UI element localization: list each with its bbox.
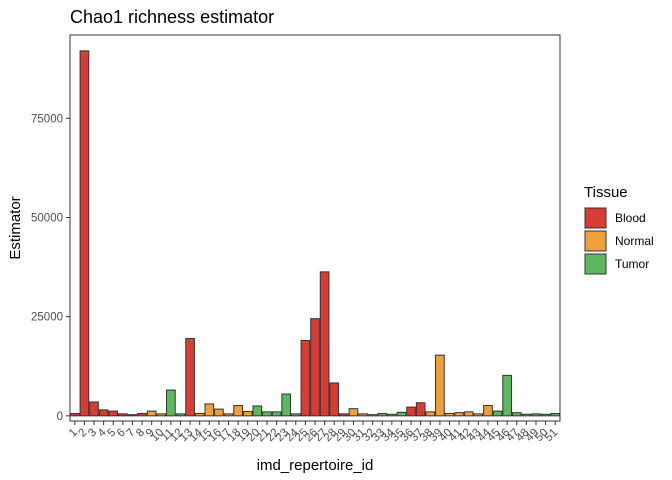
bar-39 — [435, 354, 445, 417]
bar-32 — [367, 414, 378, 417]
bar-20 — [252, 405, 263, 417]
bar-48 — [521, 413, 532, 417]
bar-24 — [290, 413, 301, 417]
bar-51 — [550, 412, 561, 417]
bar-18 — [233, 405, 243, 417]
y-tick-label: 25000 — [31, 312, 63, 324]
y-tick-label: 75000 — [31, 113, 63, 125]
bar-46 — [502, 374, 512, 417]
bar-22 — [271, 411, 282, 417]
bars — [69, 50, 561, 417]
legend: Tissue Blood Normal Tumor — [584, 184, 654, 275]
bar-11 — [166, 389, 176, 417]
bar-49 — [531, 413, 541, 417]
bar-42 — [463, 411, 474, 417]
bar-5 — [108, 410, 119, 417]
bar-27 — [319, 271, 330, 417]
bar-41 — [454, 412, 464, 417]
bar-44 — [483, 405, 493, 417]
x-axis: 1234567891011121314151617181920212223242… — [67, 421, 560, 444]
bar-2 — [79, 50, 90, 417]
legend-key-normal — [584, 230, 607, 252]
bar-9 — [146, 410, 157, 417]
legend-title: Tissue — [584, 184, 628, 201]
legend-label-tumor: Tumor — [615, 257, 649, 271]
x-tick-label: 51 — [543, 427, 561, 445]
bar-23 — [281, 393, 292, 417]
bar-14 — [194, 412, 205, 417]
bar-25 — [300, 339, 311, 417]
bar-43 — [473, 413, 484, 417]
bar-16 — [214, 408, 224, 417]
bar-31 — [358, 413, 368, 417]
bar-26 — [310, 318, 320, 417]
bar-4 — [98, 409, 109, 417]
bar-47 — [511, 412, 522, 417]
y-axis: 0 25000 50000 75000 — [31, 113, 70, 423]
bar-45 — [492, 410, 503, 417]
bar-17 — [223, 413, 234, 417]
bar-29 — [339, 413, 349, 417]
bar-12 — [175, 413, 186, 417]
x-axis-title: imd_repertoire_id — [257, 457, 374, 474]
bar-15 — [204, 403, 215, 417]
bar-30 — [348, 408, 359, 417]
legend-label-normal: Normal — [615, 234, 654, 248]
bar-36 — [406, 406, 416, 417]
bar-21 — [262, 411, 272, 417]
bar-28 — [329, 382, 340, 417]
bar-35 — [396, 411, 407, 417]
bar-37 — [415, 402, 426, 417]
legend-label-blood: Blood — [615, 211, 646, 225]
bar-6 — [118, 413, 128, 417]
bar-10 — [156, 413, 167, 417]
bar-7 — [127, 414, 138, 417]
y-axis-title: Estimator — [7, 196, 24, 259]
legend-key-blood — [584, 207, 607, 229]
y-tick-label: 0 — [57, 411, 63, 423]
bar-3 — [89, 401, 99, 417]
bar-38 — [425, 411, 436, 417]
bar-50 — [540, 413, 551, 417]
bar-1 — [69, 412, 80, 417]
y-tick-label: 50000 — [31, 212, 63, 224]
bar-40 — [444, 412, 455, 417]
bar-34 — [387, 413, 397, 417]
bar-13 — [185, 337, 195, 417]
bar-19 — [242, 410, 253, 417]
legend-key-tumor — [584, 253, 607, 275]
bar-8 — [137, 412, 147, 417]
chart-title: Chao1 richness estimator — [70, 7, 274, 27]
legend-items: Blood Normal Tumor — [584, 207, 654, 275]
bar-33 — [377, 412, 388, 417]
